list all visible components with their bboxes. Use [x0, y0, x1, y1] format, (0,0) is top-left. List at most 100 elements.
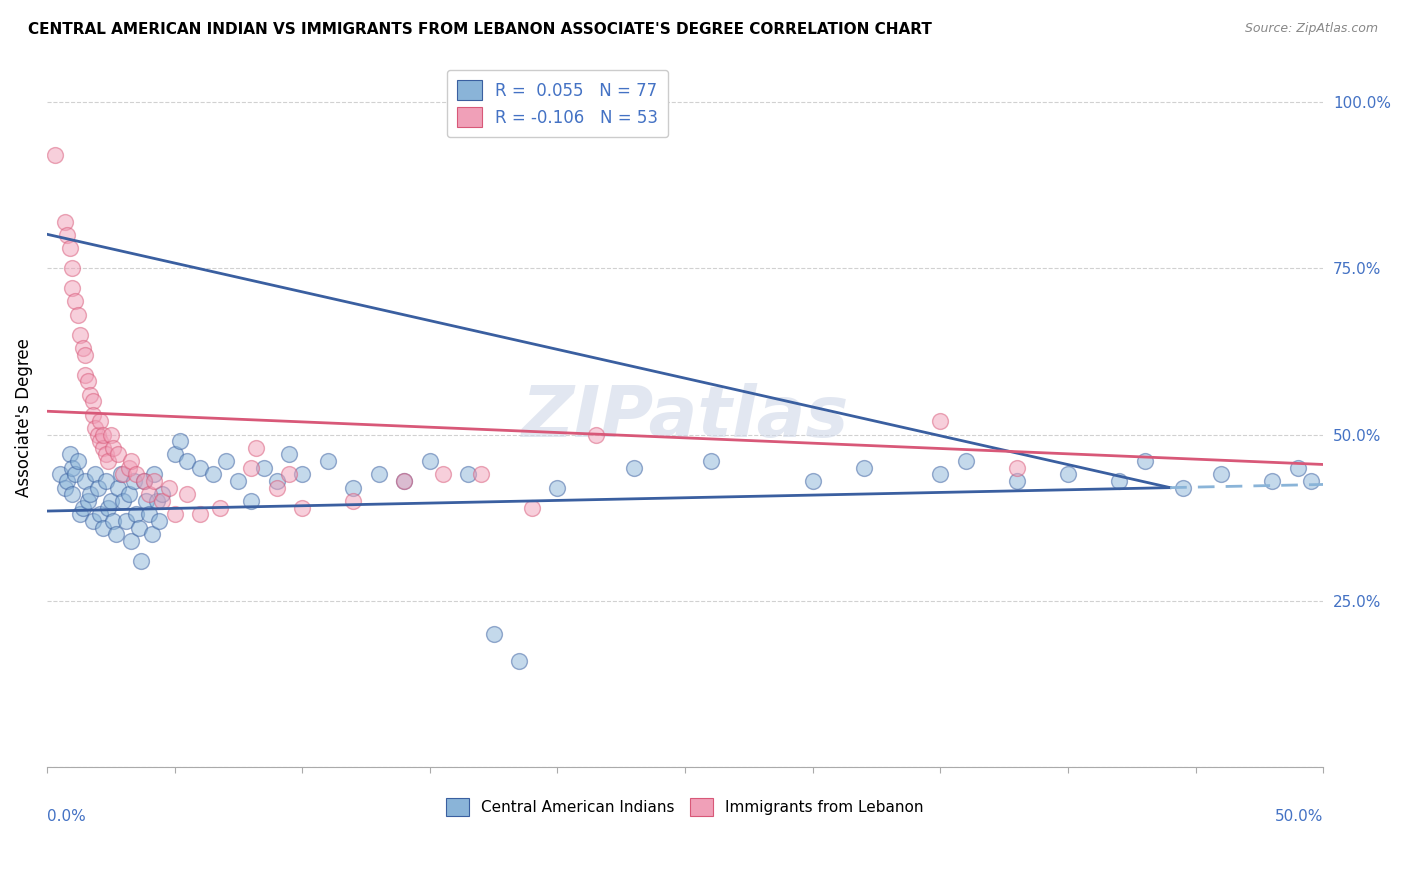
Point: [56, 227, 79, 242]
Point: [82, 394, 104, 409]
Point: [188, 508, 211, 522]
Point: [103, 441, 125, 455]
Point: [97, 500, 120, 515]
Text: 0.0%: 0.0%: [46, 809, 86, 824]
Point: [117, 487, 139, 501]
Point: [128, 521, 150, 535]
Point: [163, 448, 186, 462]
Point: [89, 508, 111, 522]
Point: [1057, 467, 1080, 482]
Point: [72, 341, 94, 355]
Point: [72, 500, 94, 515]
Point: [100, 427, 122, 442]
Point: [75, 348, 97, 362]
Point: [69, 508, 91, 522]
Point: [342, 494, 364, 508]
Point: [367, 467, 389, 482]
Point: [62, 460, 84, 475]
Point: [75, 368, 97, 382]
Point: [75, 474, 97, 488]
Point: [122, 474, 145, 488]
Point: [66, 454, 89, 468]
Point: [53, 214, 76, 228]
Point: [63, 294, 86, 309]
Point: [852, 460, 875, 475]
Point: [62, 261, 84, 276]
Point: [59, 448, 82, 462]
Point: [278, 448, 301, 462]
Point: [87, 481, 110, 495]
Point: [188, 460, 211, 475]
Point: [929, 467, 952, 482]
Point: [394, 474, 416, 488]
Point: [44, 148, 66, 162]
Point: [148, 514, 170, 528]
Point: [176, 487, 198, 501]
Point: [94, 474, 117, 488]
Point: [432, 467, 454, 482]
Point: [176, 454, 198, 468]
Point: [104, 527, 127, 541]
Point: [316, 454, 339, 468]
Point: [120, 454, 142, 468]
Text: ZIPatlas: ZIPatlas: [522, 384, 849, 452]
Point: [266, 474, 288, 488]
Point: [120, 534, 142, 549]
Point: [253, 460, 276, 475]
Point: [291, 467, 314, 482]
Point: [82, 408, 104, 422]
Point: [115, 514, 138, 528]
Point: [112, 467, 135, 482]
Point: [117, 460, 139, 475]
Legend: Central American Indians, Immigrants from Lebanon: Central American Indians, Immigrants fro…: [440, 792, 929, 822]
Point: [291, 500, 314, 515]
Point: [132, 474, 155, 488]
Point: [62, 487, 84, 501]
Point: [91, 427, 114, 442]
Point: [1299, 474, 1322, 488]
Point: [112, 494, 135, 508]
Point: [131, 554, 153, 568]
Text: CENTRAL AMERICAN INDIAN VS IMMIGRANTS FROM LEBANON ASSOCIATE'S DEGREE CORRELATIO: CENTRAL AMERICAN INDIAN VS IMMIGRANTS FR…: [28, 22, 932, 37]
Point: [82, 514, 104, 528]
Point: [135, 494, 157, 508]
Point: [79, 387, 101, 401]
Point: [419, 454, 441, 468]
Point: [1005, 460, 1028, 475]
Point: [76, 374, 98, 388]
Point: [929, 414, 952, 428]
Point: [141, 527, 163, 541]
Point: [59, 241, 82, 255]
Point: [163, 508, 186, 522]
Point: [84, 421, 107, 435]
Point: [143, 467, 166, 482]
Point: [266, 481, 288, 495]
Point: [508, 654, 530, 668]
Point: [125, 467, 148, 482]
Point: [1211, 467, 1233, 482]
Point: [107, 481, 129, 495]
Point: [457, 467, 479, 482]
Point: [150, 487, 173, 501]
Point: [69, 327, 91, 342]
Point: [955, 454, 977, 468]
Point: [1171, 481, 1194, 495]
Point: [240, 460, 263, 475]
Point: [48, 467, 70, 482]
Point: [214, 454, 236, 468]
Point: [84, 467, 107, 482]
Point: [89, 414, 111, 428]
Point: [201, 467, 224, 482]
Point: [107, 448, 129, 462]
Point: [699, 454, 721, 468]
Point: [520, 500, 543, 515]
Text: 50.0%: 50.0%: [1275, 809, 1323, 824]
Point: [585, 427, 607, 442]
Point: [342, 481, 364, 495]
Point: [125, 508, 148, 522]
Point: [62, 281, 84, 295]
Point: [138, 487, 160, 501]
Y-axis label: Associate's Degree: Associate's Degree: [15, 338, 32, 498]
Point: [623, 460, 645, 475]
Point: [1261, 474, 1284, 488]
